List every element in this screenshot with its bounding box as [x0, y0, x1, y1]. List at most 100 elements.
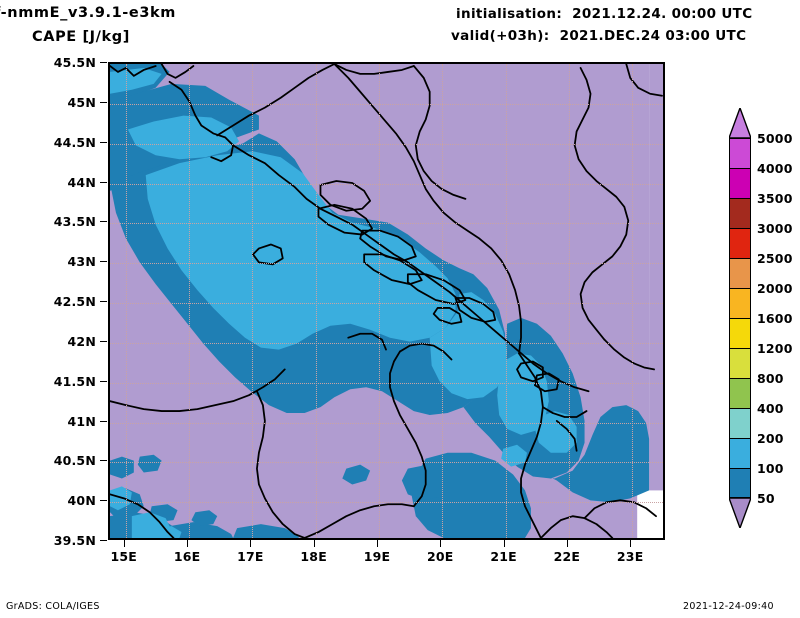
- tick-lat-41_5: [100, 380, 107, 382]
- gridline-lon-19: [379, 64, 380, 538]
- gridline-lon-18: [315, 64, 317, 538]
- colorbar-cap-bottom: [729, 498, 751, 528]
- colorbar-label-3000: 3000: [757, 221, 793, 236]
- axis-label-lat-44: 44N: [67, 174, 96, 190]
- axis-label-lon-21: 21E: [490, 549, 517, 564]
- axis-label-lat-43: 43N: [67, 254, 96, 270]
- tick-lon-19: [377, 540, 378, 547]
- axis-label-lat-42: 42N: [67, 333, 96, 349]
- gridline-lat-40_5: [110, 462, 663, 464]
- gridline-lat-40: [110, 502, 663, 504]
- tick-lon-17: [250, 540, 252, 547]
- tick-lat-42: [100, 340, 107, 342]
- colorbar-label-3500: 3500: [757, 191, 793, 206]
- axis-label-lon-15: 15E: [110, 549, 138, 564]
- map-canvas: [110, 64, 663, 538]
- tick-lon-20: [440, 540, 442, 547]
- colorbar-segment-3500-4000[interactable]: [729, 198, 751, 228]
- tick-lon-16: [187, 540, 189, 547]
- colorbar-segment-1200-1600[interactable]: [729, 348, 751, 378]
- gridline-lon-15: [125, 64, 127, 538]
- tick-lat-40: [100, 500, 107, 502]
- gridline-lat-42: [110, 342, 663, 344]
- colorbar-segment-100-200[interactable]: [729, 468, 751, 498]
- tick-lon-21: [503, 540, 505, 547]
- colorbar-segment-800-1200[interactable]: [729, 378, 751, 408]
- gridline-lat-43_5: [110, 223, 663, 225]
- tick-lat-40_5: [100, 460, 107, 462]
- render-timestamp: 2021-12-24-09:40: [683, 601, 774, 612]
- tick-lat-45: [100, 101, 107, 103]
- colorbar-label-1200: 1200: [757, 341, 793, 356]
- axis-label-lat-45_5: 45.5N: [53, 55, 96, 70]
- tick-lat-41: [100, 420, 107, 422]
- colorbar-label-5000: 5000: [757, 131, 793, 146]
- axis-label-lon-20: 20E: [427, 549, 454, 564]
- axis-label-lon-22: 22E: [553, 549, 581, 564]
- gridline-lat-44: [110, 183, 663, 185]
- tick-lon-18: [313, 540, 315, 547]
- colorbar-segment-200-400[interactable]: [729, 438, 751, 468]
- gridline-lat-45: [110, 103, 663, 105]
- colorbar-label-1600: 1600: [757, 311, 793, 326]
- gridline-lon-21: [505, 64, 507, 538]
- axis-label-lat-43_5: 43.5N: [53, 214, 96, 230]
- colorbar-segment-2000-2500[interactable]: [729, 288, 751, 318]
- colorbar-label-100: 100: [757, 461, 784, 476]
- axis-label-lon-16: 16E: [173, 549, 201, 564]
- model-name-label: f-nmmE_v3.9.1-e3km: [0, 5, 176, 21]
- colorbar-label-400: 400: [757, 401, 784, 416]
- axis-label-lat-41: 41N: [67, 413, 96, 429]
- variable-label: CAPE [J/kg]: [32, 29, 131, 45]
- tick-lat-43_5: [100, 221, 107, 223]
- gridline-lat-42_5: [110, 303, 663, 304]
- colorbar-segment-2500-3000[interactable]: [729, 258, 751, 288]
- colorbar-label-2500: 2500: [757, 251, 793, 266]
- gridline-lat-41_5: [110, 382, 663, 384]
- axis-label-lon-18: 18E: [300, 549, 327, 564]
- gridline-lat-43: [110, 263, 663, 265]
- colorbar-cap-top: [729, 108, 751, 138]
- tick-lat-44_5: [100, 141, 107, 143]
- axis-label-lat-40: 40N: [67, 493, 96, 509]
- colorbar-label-2000: 2000: [757, 281, 793, 296]
- tick-lat-44: [100, 181, 107, 183]
- tick-lat-39_5: [100, 540, 107, 541]
- axis-label-lat-44_5: 44.5N: [53, 134, 96, 150]
- axis-label-lon-17: 17E: [237, 549, 264, 564]
- colorbar-segment-1600-2000[interactable]: [729, 318, 751, 348]
- axis-label-lon-23: 23E: [616, 549, 644, 564]
- axis-label-lat-45: 45N: [67, 94, 96, 110]
- colorbar-segment-4000-5000[interactable]: [729, 168, 751, 198]
- colorbar-label-50: 50: [757, 491, 775, 506]
- gridline-lon-16: [189, 64, 191, 538]
- map-plot-area: [108, 62, 665, 540]
- gridline-lon-17: [252, 64, 254, 538]
- colorbar-segment-above-5000[interactable]: [729, 138, 751, 168]
- gridline-lon-22: [568, 64, 570, 538]
- colorbar-label-4000: 4000: [757, 161, 793, 176]
- colorbar: [729, 138, 751, 498]
- tick-lat-43: [100, 261, 107, 263]
- colorbar-segment-3000-3500[interactable]: [729, 228, 751, 258]
- axis-label-lat-42_5: 42.5N: [53, 294, 96, 309]
- axis-label-lat-41_5: 41.5N: [53, 373, 96, 389]
- initialisation-label: initialisation: 2021.12.24. 00:00 UTC: [456, 6, 753, 22]
- gridline-lon-20: [442, 64, 444, 538]
- gridline-lat-41: [110, 422, 663, 424]
- colorbar-segment-400-800[interactable]: [729, 408, 751, 438]
- colorbar-label-800: 800: [757, 371, 784, 386]
- region-below-50-east: [649, 64, 663, 534]
- valid-time-label: valid(+03h): 2021.DEC.24 03:00 UTC: [451, 28, 747, 44]
- tick-lon-22: [566, 540, 568, 547]
- gridline-lat-44_5: [110, 143, 663, 145]
- colorbar-label-200: 200: [757, 431, 784, 446]
- tick-lat-45_5: [100, 62, 107, 63]
- no-data-corner: [637, 490, 663, 538]
- coastline-and-borders: [110, 64, 663, 538]
- tick-lat-42_5: [100, 301, 107, 302]
- axis-label-lat-39_5: 39.5N: [53, 533, 96, 548]
- cape-field-map: [110, 64, 663, 538]
- tick-lon-23: [630, 540, 632, 547]
- region-100-200-cyan: [110, 67, 577, 538]
